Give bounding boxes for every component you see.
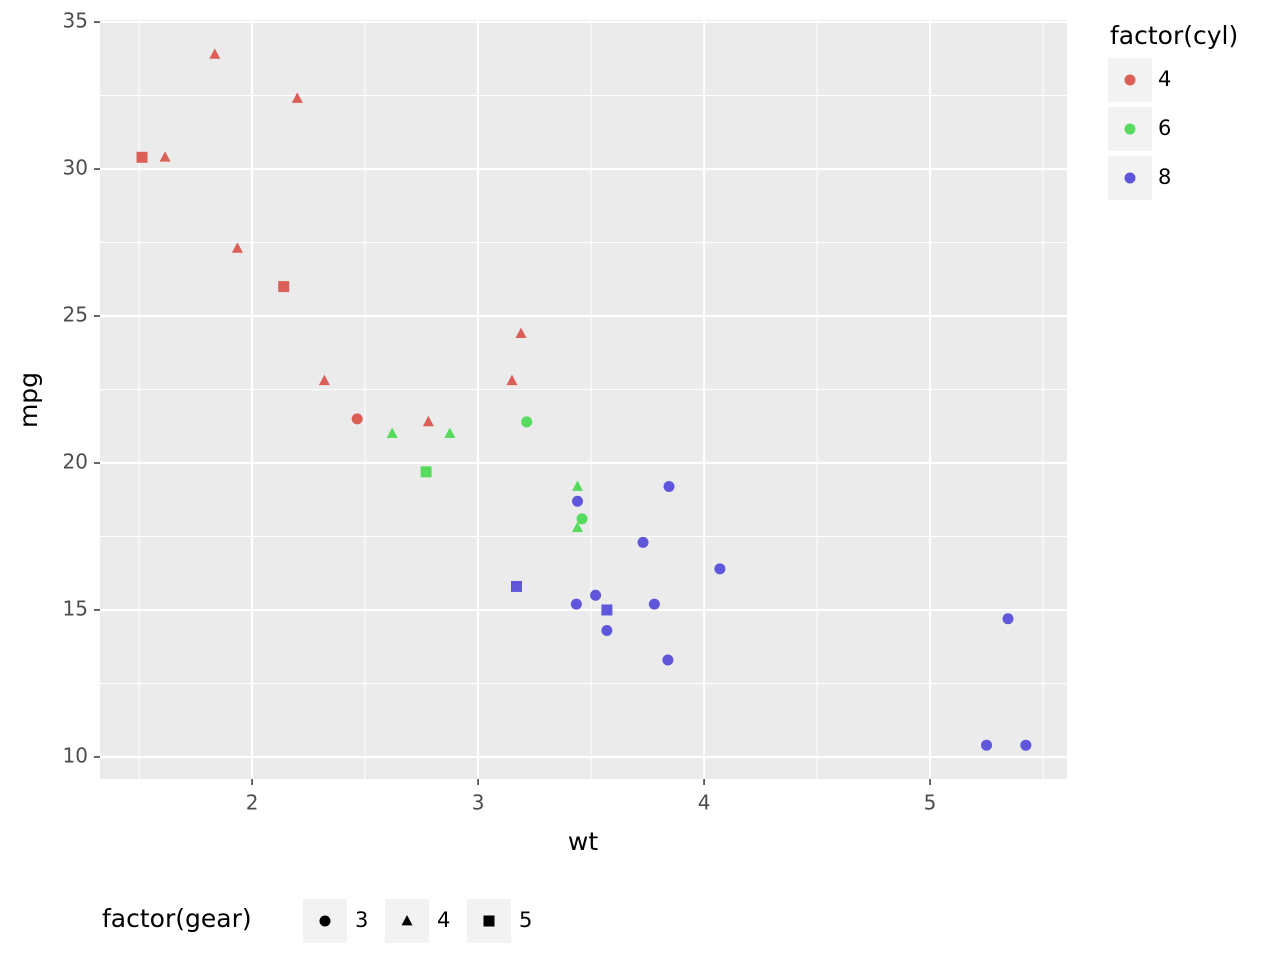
legend-swatch [483, 915, 495, 927]
legend-swatch [1124, 123, 1136, 135]
point [572, 495, 584, 507]
point [506, 374, 518, 386]
point [1020, 739, 1032, 751]
color-legend-title: factor(cyl) [1110, 21, 1238, 50]
point [570, 598, 582, 610]
shape-legend-title: factor(gear) [102, 904, 252, 933]
point [1002, 613, 1014, 625]
point [318, 374, 330, 386]
point [444, 427, 456, 438]
y-tick-label: 20 [63, 449, 88, 473]
legend-label: 4 [437, 908, 450, 932]
point [590, 589, 602, 601]
point [136, 151, 148, 163]
point [386, 427, 398, 438]
point [576, 513, 588, 525]
y-tick-label: 35 [63, 9, 88, 33]
legend-label: 8 [1158, 165, 1171, 189]
point [572, 480, 584, 491]
x-tick-label: 5 [924, 791, 937, 815]
legend-label: 3 [355, 908, 368, 932]
point [510, 580, 522, 592]
legend-swatch [1124, 74, 1136, 86]
legend-label: 5 [519, 908, 532, 932]
point [637, 536, 649, 548]
point [351, 413, 363, 425]
point [521, 416, 533, 428]
point [601, 604, 613, 616]
legend-swatch [1124, 172, 1136, 184]
legend-swatch [401, 914, 413, 926]
y-tick-label: 30 [63, 156, 88, 180]
x-tick-label: 2 [246, 791, 259, 815]
point [572, 521, 584, 533]
point [714, 563, 726, 575]
y-tick-label: 10 [63, 743, 88, 767]
point [601, 625, 613, 637]
y-tick-label: 25 [63, 303, 88, 327]
legend-swatch [319, 915, 331, 927]
x-tick-label: 4 [698, 791, 711, 815]
point [231, 242, 243, 253]
point [420, 466, 432, 478]
point [209, 48, 221, 59]
x-tick-label: 3 [472, 791, 485, 815]
point [662, 654, 674, 666]
point [159, 151, 171, 162]
y-axis-title: mpg [14, 372, 43, 428]
x-axis-title: wt [568, 827, 598, 856]
point [515, 327, 527, 339]
point [663, 481, 675, 493]
point [981, 739, 993, 751]
y-tick-label: 15 [63, 596, 88, 620]
legend-label: 6 [1158, 116, 1171, 140]
point [291, 92, 303, 103]
panel [100, 20, 1067, 779]
point [278, 281, 290, 293]
legend-label: 4 [1158, 67, 1171, 91]
point [648, 598, 660, 610]
point [422, 415, 434, 427]
